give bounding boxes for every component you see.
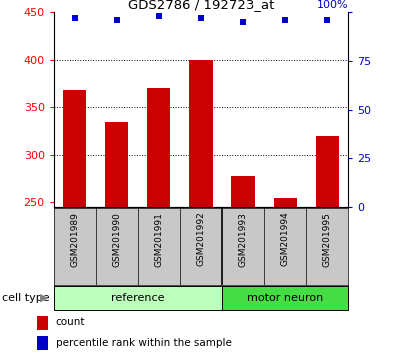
Text: reference: reference <box>111 293 165 303</box>
Point <box>114 17 120 23</box>
Text: percentile rank within the sample: percentile rank within the sample <box>56 338 232 348</box>
Text: GSM201995: GSM201995 <box>323 212 332 267</box>
Bar <box>232 176 255 207</box>
Bar <box>63 90 86 207</box>
Point <box>282 17 288 23</box>
Point <box>72 15 78 21</box>
Text: cell type: cell type <box>2 293 50 303</box>
Text: GSM201994: GSM201994 <box>281 212 290 267</box>
Text: count: count <box>56 317 85 327</box>
Point <box>324 17 330 23</box>
Bar <box>222 286 348 310</box>
Text: GSM201993: GSM201993 <box>238 212 248 267</box>
Text: GSM201990: GSM201990 <box>112 212 121 267</box>
Bar <box>147 88 170 207</box>
Bar <box>37 336 48 350</box>
Bar <box>316 136 339 207</box>
Bar <box>273 198 297 207</box>
Title: GDS2786 / 192723_at: GDS2786 / 192723_at <box>128 0 274 11</box>
Bar <box>54 286 222 310</box>
Text: 100%: 100% <box>317 0 348 10</box>
Text: GSM201992: GSM201992 <box>197 212 205 267</box>
Point <box>240 19 246 25</box>
Text: ▶: ▶ <box>39 293 48 303</box>
Point <box>198 15 204 21</box>
Text: motor neuron: motor neuron <box>247 293 323 303</box>
Bar <box>37 315 48 330</box>
Point <box>156 13 162 19</box>
Text: GSM201989: GSM201989 <box>70 212 79 267</box>
Bar <box>189 60 213 207</box>
Bar <box>105 122 129 207</box>
Text: GSM201991: GSM201991 <box>154 212 164 267</box>
